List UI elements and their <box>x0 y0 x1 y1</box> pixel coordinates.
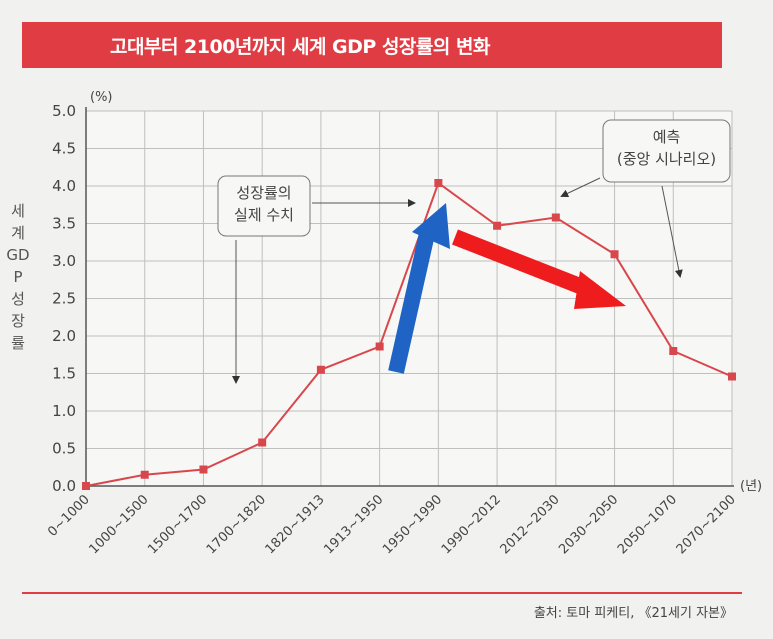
data-point <box>610 250 619 259</box>
title-bar: 고대부터 2100년까지 세계 GDP 성장률의 변화 <box>22 22 722 68</box>
x-tick-label: 1913~1950 <box>321 492 386 557</box>
x-tick-label: 1500~1700 <box>145 492 210 557</box>
y-tick-label: 0.0 <box>52 477 76 495</box>
overlay-arrows <box>388 203 626 374</box>
data-point <box>140 470 149 479</box>
data-point <box>258 438 267 447</box>
x-unit-label: (년) <box>740 479 762 494</box>
data-point <box>669 347 678 355</box>
data-point <box>316 365 325 374</box>
y-tick-label: 2.5 <box>52 290 76 308</box>
x-tick-label: 2050~1070 <box>615 492 680 557</box>
blue-arrow-shaft <box>388 232 435 374</box>
red-arrow-head <box>574 271 626 309</box>
data-point <box>375 342 384 351</box>
y-tick-label: 5.0 <box>52 102 76 120</box>
data-point <box>551 213 560 222</box>
y-tick-label: 4.5 <box>52 140 76 158</box>
pointer-arrow <box>560 177 601 198</box>
source-credit: 출처: 토마 피케티, 《21세기 자본》 <box>533 606 733 621</box>
annotation-forecast-text: (중앙 시나리오) <box>617 150 716 168</box>
bottom-rule <box>22 592 742 594</box>
data-series <box>82 179 736 490</box>
chart-title: 고대부터 2100년까지 세계 GDP 성장률의 변화 <box>110 35 490 58</box>
y-tick-label: 1.5 <box>52 365 76 383</box>
y-tick-label: 4.0 <box>52 177 76 195</box>
annotation-actual-text: 실제 수치 <box>234 206 294 224</box>
annotation-actual-box <box>217 175 311 237</box>
x-tick-label: 1990~2012 <box>439 492 504 557</box>
x-tick-label: 2070~2100 <box>674 492 739 557</box>
annotation-actual-text: 성장률의 <box>236 184 291 202</box>
y-tick-label: 1.0 <box>52 402 76 420</box>
red-arrow-shaft <box>452 229 593 298</box>
data-point <box>493 221 502 230</box>
x-tick-label: 1820~1913 <box>263 492 328 557</box>
data-point <box>82 482 90 490</box>
annotation-forecast-box <box>602 119 731 183</box>
axes <box>85 107 734 487</box>
y-tick-label: 3.0 <box>52 252 76 270</box>
y-tick-label: 2.0 <box>52 327 76 345</box>
x-tick-label: 2030~2050 <box>556 492 621 557</box>
blue-arrow-head <box>412 203 450 249</box>
annotation-forecast-text: 예측 <box>653 128 681 146</box>
x-tick-label: 2012~2030 <box>498 492 563 557</box>
x-tick-label: 0~1000 <box>45 492 93 540</box>
data-point <box>434 179 443 187</box>
data-point <box>728 372 736 381</box>
y-axis-label: 세계 GDP 성장률 <box>6 202 30 352</box>
y-tick-label: 3.5 <box>52 215 76 233</box>
y-unit-label: (%) <box>90 90 113 105</box>
series-line <box>85 181 733 487</box>
x-tick-label: 1000~1500 <box>86 492 151 557</box>
x-tick-label: 1950~1990 <box>380 492 445 557</box>
pointer-arrow <box>661 185 683 278</box>
y-tick-label: 0.5 <box>52 440 76 458</box>
data-point <box>199 465 208 474</box>
x-tick-label: 1700~1820 <box>204 492 269 557</box>
